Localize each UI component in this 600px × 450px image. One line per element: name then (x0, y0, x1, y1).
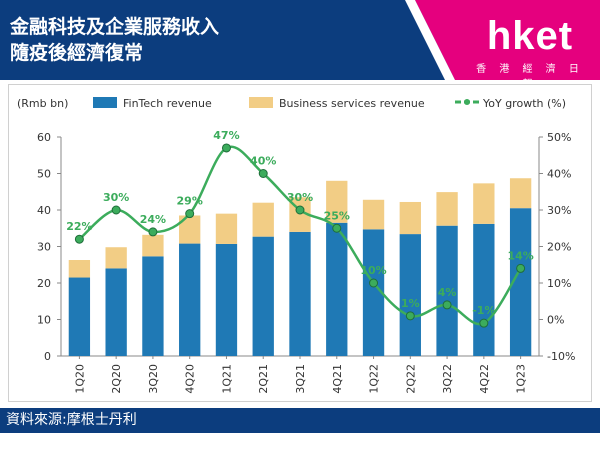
yoy-point (74, 234, 84, 244)
bar-business (362, 199, 385, 230)
bar-business (252, 202, 274, 237)
x-tick-label: 4Q20 (184, 364, 197, 394)
y-axis-label: (Rmb bn) (17, 97, 68, 110)
legend-label-fintech: FinTech revenue (123, 97, 212, 110)
bar-fintech (509, 208, 532, 356)
y2-tick-label: 10% (547, 277, 571, 290)
bar-fintech (436, 225, 458, 356)
y-tick-label: 0 (44, 350, 51, 363)
y2-tick-label: 20% (547, 241, 571, 254)
yoy-data-label: 25% (324, 209, 350, 222)
legend-marker-yoy (464, 99, 470, 105)
bar-business (326, 180, 348, 223)
footer-bar: 資料來源:摩根士丹利 (0, 408, 600, 433)
legend-label-business: Business services revenue (279, 97, 425, 110)
bar-fintech (473, 223, 495, 356)
x-tick-label: 1Q20 (73, 364, 86, 394)
bar-fintech (252, 236, 274, 356)
yoy-point (405, 311, 415, 321)
yoy-data-label: 30% (103, 191, 129, 204)
bar-fintech (399, 234, 421, 356)
bar-fintech (289, 231, 311, 356)
bottom-strip (0, 433, 600, 450)
bar-fintech (179, 243, 201, 356)
x-tick-label: 2Q20 (110, 364, 123, 394)
bar-business (473, 183, 495, 224)
chart-panel: 0 10 20 30 40 50 60 -10% 0% 10% 20% 30% 40% 50% (Rmb b… (8, 84, 592, 402)
yoy-data-label: 1% (401, 297, 420, 310)
yoy-data-label: 10% (360, 264, 386, 277)
x-tick-label: 2Q21 (257, 364, 270, 394)
x-tick-label: 4Q21 (331, 364, 344, 394)
source-note: 資料來源:摩根士丹利 (6, 412, 137, 428)
x-tick-label: 4Q22 (478, 364, 491, 394)
bar-business (142, 234, 164, 257)
yoy-point (148, 227, 158, 237)
yoy-point (111, 205, 121, 215)
y2-tick-label: -10% (547, 350, 575, 363)
logo-panel (415, 0, 600, 80)
revenue-chart: 0 10 20 30 40 50 60 -10% 0% 10% 20% 30% 40% 50% (Rmb b… (17, 97, 575, 394)
bar-business (68, 260, 91, 278)
yoy-point (258, 169, 268, 178)
bar-fintech (326, 222, 348, 356)
yoy-data-label: -1% (472, 304, 495, 317)
yoy-point (221, 143, 231, 153)
y-tick-label: 40 (37, 204, 51, 217)
yoy-data-label: 47% (213, 129, 239, 142)
yoy-data-label: 22% (66, 220, 92, 233)
yoy-data-label: 30% (287, 191, 313, 204)
y2-tick-label: 50% (547, 131, 571, 144)
yoy-point (369, 278, 379, 288)
x-tick-label: 3Q20 (147, 364, 160, 394)
x-tick-label: 1Q21 (220, 364, 233, 394)
yoy-point (479, 318, 489, 328)
y2-tick-label: 0% (547, 314, 564, 327)
legend-swatch-business (249, 97, 273, 108)
x-tick-label: 1Q22 (368, 364, 381, 394)
bar-business (509, 178, 532, 209)
bar-fintech (215, 243, 238, 356)
legend-swatch-fintech (93, 97, 117, 108)
header-band (0, 0, 600, 80)
y-tick-label: 60 (37, 131, 51, 144)
y-tick-label: 30 (37, 241, 51, 254)
yoy-point (295, 205, 305, 215)
title-line-1: 金融科技及企業服務收入 (10, 16, 220, 38)
x-tick-label: 3Q22 (441, 364, 454, 394)
y-tick-label: 20 (37, 277, 51, 290)
hket-logo: hket (486, 14, 574, 58)
bar-business (436, 192, 458, 226)
bar-business (179, 215, 201, 244)
bar-business (215, 213, 238, 244)
yoy-point (185, 209, 195, 219)
yoy-data-label: 14% (507, 249, 533, 262)
yoy-point (516, 263, 526, 273)
bar-fintech (362, 229, 385, 356)
yoy-data-label: 40% (250, 155, 276, 168)
page-title: 金融科技及企業服務收入 隨疫後經濟復常 (10, 14, 430, 66)
x-tick-label: 3Q21 (294, 364, 307, 394)
yoy-point (332, 223, 342, 233)
y2-tick-label: 30% (547, 204, 571, 217)
y2-tick-label: 40% (547, 168, 571, 181)
bar-fintech (142, 256, 164, 356)
y-tick-label: 10 (37, 314, 51, 327)
x-tick-label: 1Q23 (515, 364, 528, 394)
y-tick-label: 50 (37, 168, 51, 181)
bar-business (399, 201, 421, 235)
yoy-data-label: 4% (438, 286, 457, 299)
x-tick-label: 2Q22 (404, 364, 417, 394)
yoy-point (442, 300, 452, 310)
header: 金融科技及企業服務收入 隨疫後經濟復常 hket 香 港 經 濟 日 報 (0, 0, 600, 90)
bar-business (105, 247, 127, 269)
header-divider-stripe (405, 0, 455, 80)
title-line-2: 隨疫後經濟復常 (10, 42, 144, 64)
bar-fintech (68, 277, 91, 356)
yoy-data-label: 24% (140, 213, 166, 226)
bar-fintech (105, 268, 127, 356)
yoy-data-label: 29% (177, 195, 203, 208)
legend-label-yoy: YoY growth (%) (482, 97, 566, 110)
